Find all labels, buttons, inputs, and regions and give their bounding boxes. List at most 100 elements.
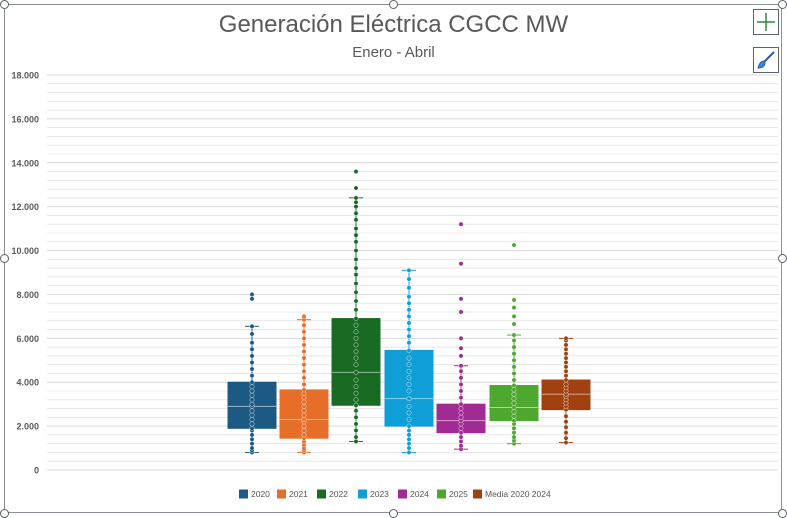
data-point xyxy=(249,441,255,447)
data-point xyxy=(249,331,255,337)
data-point xyxy=(458,363,464,369)
chart-title: Generación Eléctrica CGCC MW xyxy=(218,11,569,38)
legend-swatch xyxy=(473,489,482,499)
data-point xyxy=(301,423,307,429)
data-point xyxy=(301,412,307,418)
data-point xyxy=(563,413,569,419)
data-point xyxy=(406,355,412,361)
data-point xyxy=(301,368,307,374)
data-point xyxy=(301,382,307,387)
data-point xyxy=(511,338,517,343)
legend-swatch xyxy=(398,489,407,499)
data-point xyxy=(249,292,255,297)
legend-swatch xyxy=(437,489,446,499)
y-tick-label: 0 xyxy=(34,466,39,476)
data-point xyxy=(249,360,255,365)
data-point xyxy=(511,332,517,338)
data-point xyxy=(353,390,359,396)
data-point xyxy=(406,436,412,442)
data-point xyxy=(406,423,412,429)
data-point xyxy=(406,432,412,438)
data-point xyxy=(458,439,464,444)
data-point xyxy=(563,360,569,365)
data-point xyxy=(406,441,412,447)
data-point xyxy=(563,342,569,348)
chart-area[interactable] xyxy=(4,4,782,513)
data-point xyxy=(406,410,412,416)
data-point xyxy=(511,371,517,376)
y-tick-label: 8.000 xyxy=(16,290,39,300)
data-point xyxy=(249,397,255,403)
data-point xyxy=(353,185,359,191)
legend-label: 2020 xyxy=(251,489,270,499)
plus-icon xyxy=(757,13,775,31)
data-point xyxy=(249,384,255,390)
data-point xyxy=(458,414,464,420)
data-point xyxy=(406,267,412,273)
data-point xyxy=(563,351,569,357)
data-point xyxy=(406,375,412,381)
data-point xyxy=(353,329,359,335)
data-point xyxy=(406,388,412,394)
data-point xyxy=(353,342,359,348)
chart-styles-button[interactable] xyxy=(753,47,779,73)
data-point xyxy=(406,285,412,291)
data-point xyxy=(353,421,359,427)
data-point xyxy=(511,418,517,424)
data-point xyxy=(249,296,255,302)
legend-label: 2024 xyxy=(410,489,429,499)
data-point xyxy=(249,353,255,359)
data-point xyxy=(511,425,517,431)
resize-handle-top-center[interactable] xyxy=(389,0,398,9)
data-point xyxy=(406,327,412,332)
y-tick-label: 16.000 xyxy=(11,114,39,124)
y-tick-label: 14.000 xyxy=(11,158,39,168)
data-point xyxy=(563,382,569,387)
data-point xyxy=(406,307,412,313)
data-point xyxy=(511,383,517,388)
resize-handle-top-left[interactable] xyxy=(0,0,9,9)
data-point xyxy=(353,377,359,383)
data-point xyxy=(301,403,307,409)
data-point xyxy=(353,397,359,403)
data-point xyxy=(249,417,255,422)
data-point xyxy=(458,375,464,381)
data-point xyxy=(458,353,464,359)
y-tick-label: 6.000 xyxy=(16,334,39,344)
data-point xyxy=(249,421,255,427)
data-point xyxy=(353,248,359,253)
data-point xyxy=(406,320,412,326)
data-point xyxy=(353,199,359,205)
data-point xyxy=(249,432,255,438)
data-point xyxy=(406,294,412,300)
data-point xyxy=(249,425,255,431)
data-point xyxy=(353,355,359,361)
data-point xyxy=(406,362,412,368)
data-point xyxy=(353,322,359,328)
data-point xyxy=(511,321,517,327)
data-point xyxy=(353,414,359,420)
resize-handle-middle-left[interactable] xyxy=(0,254,9,263)
data-point xyxy=(301,399,307,405)
data-point xyxy=(458,221,464,227)
data-point xyxy=(511,434,517,440)
data-point xyxy=(458,345,464,351)
data-point xyxy=(301,387,307,393)
data-point xyxy=(563,377,569,383)
data-point xyxy=(301,362,307,368)
y-tick-label: 18.000 xyxy=(11,71,39,81)
data-point xyxy=(353,316,359,321)
data-point xyxy=(563,419,569,425)
data-point xyxy=(353,369,359,375)
data-point xyxy=(458,430,464,436)
data-point xyxy=(511,313,517,319)
data-point xyxy=(406,276,412,282)
data-point xyxy=(563,335,569,341)
y-tick-label: 10.000 xyxy=(11,246,39,256)
data-point xyxy=(458,335,464,341)
data-point xyxy=(301,329,307,335)
data-point xyxy=(406,382,412,387)
chart-elements-button[interactable] xyxy=(753,9,779,35)
data-point xyxy=(406,396,412,402)
data-point xyxy=(353,265,359,271)
